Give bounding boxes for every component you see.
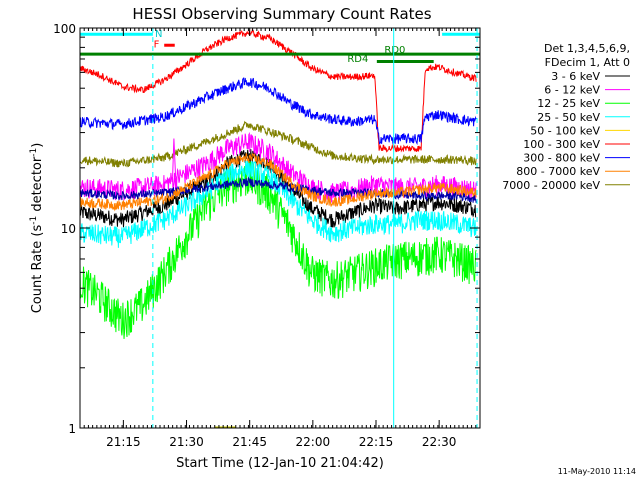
y-axis: 100 10 1	[53, 22, 480, 436]
y-tick-label-0: 100	[53, 22, 76, 36]
x-tick-label-4: 22:15	[359, 435, 394, 449]
x-axis: 21:15 21:30 21:45 22:00 22:15 22:30	[79, 28, 481, 449]
series-line-7000-20000kev	[79, 120, 477, 168]
y-tick-label-1: 10	[61, 222, 76, 236]
legend-label-6: 300 - 800 keV	[523, 152, 600, 165]
flag-layer: NF RD0 RD4	[80, 29, 480, 65]
x-tick-label-2: 21:45	[232, 435, 267, 449]
series-line-12-25kev	[79, 161, 477, 339]
y-tick-label-2: 1	[68, 422, 76, 436]
footer-timestamp: 11-May-2010 11:14	[558, 467, 636, 476]
x-tick-label-1: 21:30	[169, 435, 204, 449]
y-axis-label-part2: detector	[30, 156, 45, 216]
legend-label-3: 25 - 50 keV	[537, 111, 600, 124]
series-line-100-300kev	[79, 76, 477, 146]
x-axis-label: Start Time (12-Jan-10 21:04:42)	[176, 456, 384, 471]
x-tick-label-0: 21:15	[106, 435, 141, 449]
series-line-6-12kev	[79, 131, 477, 203]
series-line-50-100kev	[79, 28, 477, 153]
y-axis-label-part3: )	[30, 143, 45, 148]
y-axis-label-sup1: -1	[29, 216, 39, 225]
legend-label-1: 6 - 12 keV	[544, 84, 600, 97]
flag-label-n: N	[155, 29, 162, 40]
series-layer	[79, 28, 477, 339]
flag-label-rd4: RD4	[347, 54, 368, 65]
legend-label-4: 50 - 100 keV	[530, 124, 600, 137]
legend-label-5: 100 - 300 keV	[523, 138, 600, 151]
flag-label-rd0: RD0	[384, 45, 405, 56]
plot-area: NF RD0 RD4	[79, 28, 480, 428]
y-axis-label: Count Rate (s-1 detector-1)	[29, 143, 45, 314]
legend-header-line2: FDecim 1, Att 0	[545, 56, 630, 69]
legend-header-line1: Det 1,3,4,5,6,9,	[544, 42, 630, 55]
y-axis-label-sup2: -1	[29, 148, 39, 157]
x-tick-label-5: 22:30	[422, 435, 457, 449]
y-axis-label-part1: Count Rate (s	[30, 225, 45, 314]
x-tick-label-3: 22:00	[296, 435, 331, 449]
legend-label-0: 3 - 6 keV	[551, 70, 600, 83]
series-line-800-7000kev	[79, 152, 477, 212]
series-line-25-50kev	[79, 158, 477, 248]
legend: Det 1,3,4,5,6,9, FDecim 1, Att 0 3 - 6 k…	[502, 42, 630, 192]
legend-label-7: 800 - 7000 keV	[516, 165, 600, 178]
legend-label-8: 7000 - 20000 keV	[502, 179, 600, 192]
series-line-300-800kev	[79, 176, 477, 203]
flag-label-f: F	[154, 39, 160, 50]
legend-label-2: 12 - 25 keV	[537, 97, 600, 110]
chart-title: HESSI Observing Summary Count Rates	[132, 5, 431, 23]
series-spike	[172, 138, 177, 177]
